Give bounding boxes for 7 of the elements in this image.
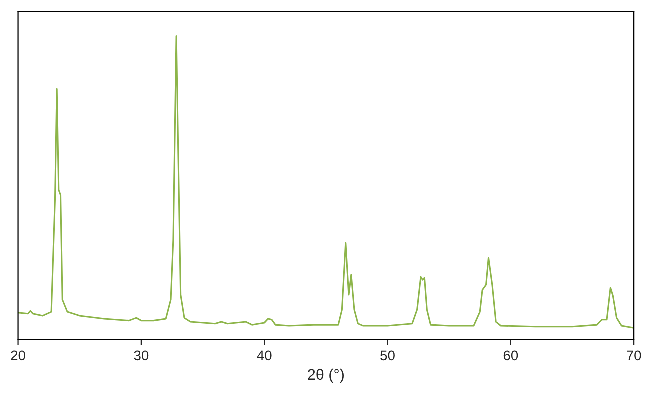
x-tick-label: 40 [257,350,272,361]
x-axis-title: 2θ (°) [308,368,344,384]
x-tick-label: 50 [380,350,395,361]
x-tick-label: 30 [134,350,149,361]
x-tick-label: 70 [627,350,642,361]
x-tick-label: 20 [11,350,26,361]
x-tick-label: 60 [504,350,518,361]
